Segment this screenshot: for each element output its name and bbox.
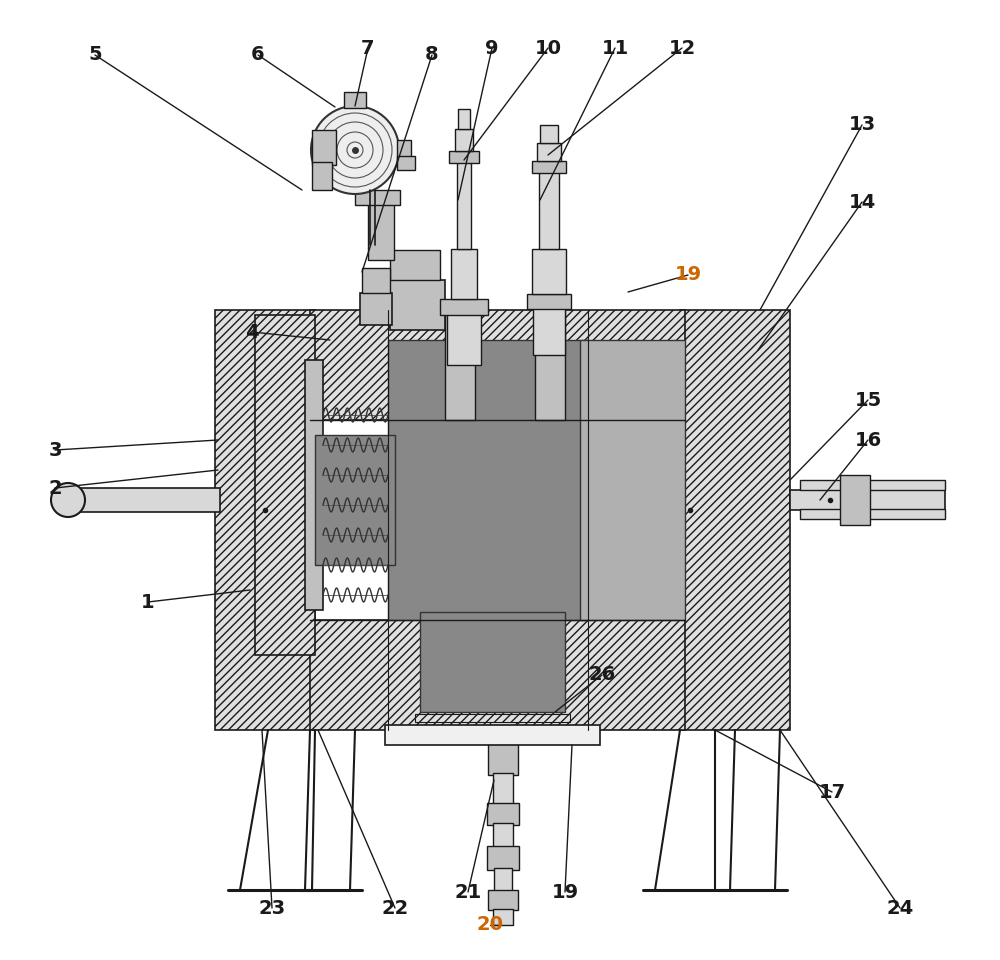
Bar	[312, 162, 332, 190]
Circle shape	[311, 106, 399, 194]
Bar	[362, 268, 390, 293]
Text: 13: 13	[848, 115, 876, 134]
Text: 19: 19	[674, 266, 702, 284]
Bar	[255, 315, 315, 655]
Bar	[447, 310, 481, 365]
Text: 8: 8	[425, 45, 439, 64]
Text: 11: 11	[601, 38, 629, 58]
Bar	[800, 480, 945, 490]
Text: 16: 16	[854, 430, 882, 449]
Bar	[582, 435, 672, 565]
Text: 7: 7	[361, 38, 375, 58]
Bar	[385, 725, 600, 745]
Text: 3: 3	[48, 441, 62, 460]
Bar	[488, 890, 518, 910]
Bar	[305, 360, 323, 610]
Bar	[527, 294, 571, 309]
Bar	[388, 340, 588, 620]
Bar	[493, 773, 513, 805]
Text: 4: 4	[245, 323, 259, 342]
Bar	[355, 190, 400, 205]
Text: 19: 19	[551, 882, 579, 901]
Bar	[440, 299, 488, 315]
Bar	[215, 310, 315, 730]
Bar	[368, 200, 394, 260]
Bar	[397, 140, 411, 160]
Bar	[451, 249, 477, 299]
Text: 6: 6	[251, 45, 265, 64]
Bar	[533, 305, 565, 355]
Bar	[840, 475, 870, 525]
Bar	[532, 249, 566, 294]
Text: 21: 21	[454, 882, 482, 901]
Circle shape	[51, 483, 85, 517]
Bar	[493, 823, 513, 848]
Bar	[800, 509, 945, 519]
Bar	[790, 490, 945, 510]
Bar	[532, 161, 566, 173]
Bar	[449, 151, 479, 163]
Bar	[458, 109, 470, 129]
Bar	[344, 92, 366, 108]
Bar	[415, 714, 570, 722]
Bar	[580, 340, 685, 620]
Text: 22: 22	[381, 899, 409, 918]
Bar	[445, 310, 475, 420]
Text: 9: 9	[485, 38, 499, 58]
Text: 24: 24	[886, 899, 914, 918]
Bar	[390, 250, 440, 280]
Bar	[60, 488, 220, 512]
Bar	[310, 310, 685, 420]
Text: 1: 1	[141, 592, 155, 612]
Text: 14: 14	[848, 193, 876, 211]
Bar	[457, 159, 471, 249]
Text: 23: 23	[258, 899, 286, 918]
Bar	[535, 310, 565, 420]
Bar	[487, 846, 519, 870]
Bar	[312, 130, 336, 165]
Bar	[537, 143, 561, 161]
Bar	[397, 156, 415, 170]
Bar	[494, 868, 512, 892]
Text: 20: 20	[477, 916, 504, 934]
Bar	[360, 293, 392, 325]
Bar	[487, 803, 519, 825]
Bar	[420, 612, 565, 712]
Bar	[493, 909, 513, 925]
Text: 10: 10	[534, 38, 562, 58]
Bar	[455, 129, 473, 151]
Bar	[539, 169, 559, 249]
Bar	[680, 310, 790, 730]
Bar	[390, 280, 445, 330]
Bar	[310, 620, 685, 730]
Bar	[540, 125, 558, 143]
Text: 2: 2	[48, 478, 62, 497]
Text: 17: 17	[818, 782, 846, 802]
Text: 12: 12	[668, 38, 696, 58]
Text: 15: 15	[854, 391, 882, 410]
Bar	[315, 435, 395, 565]
Bar	[490, 715, 516, 745]
Text: 5: 5	[88, 45, 102, 64]
Text: 26: 26	[588, 665, 616, 684]
Bar	[488, 743, 518, 775]
